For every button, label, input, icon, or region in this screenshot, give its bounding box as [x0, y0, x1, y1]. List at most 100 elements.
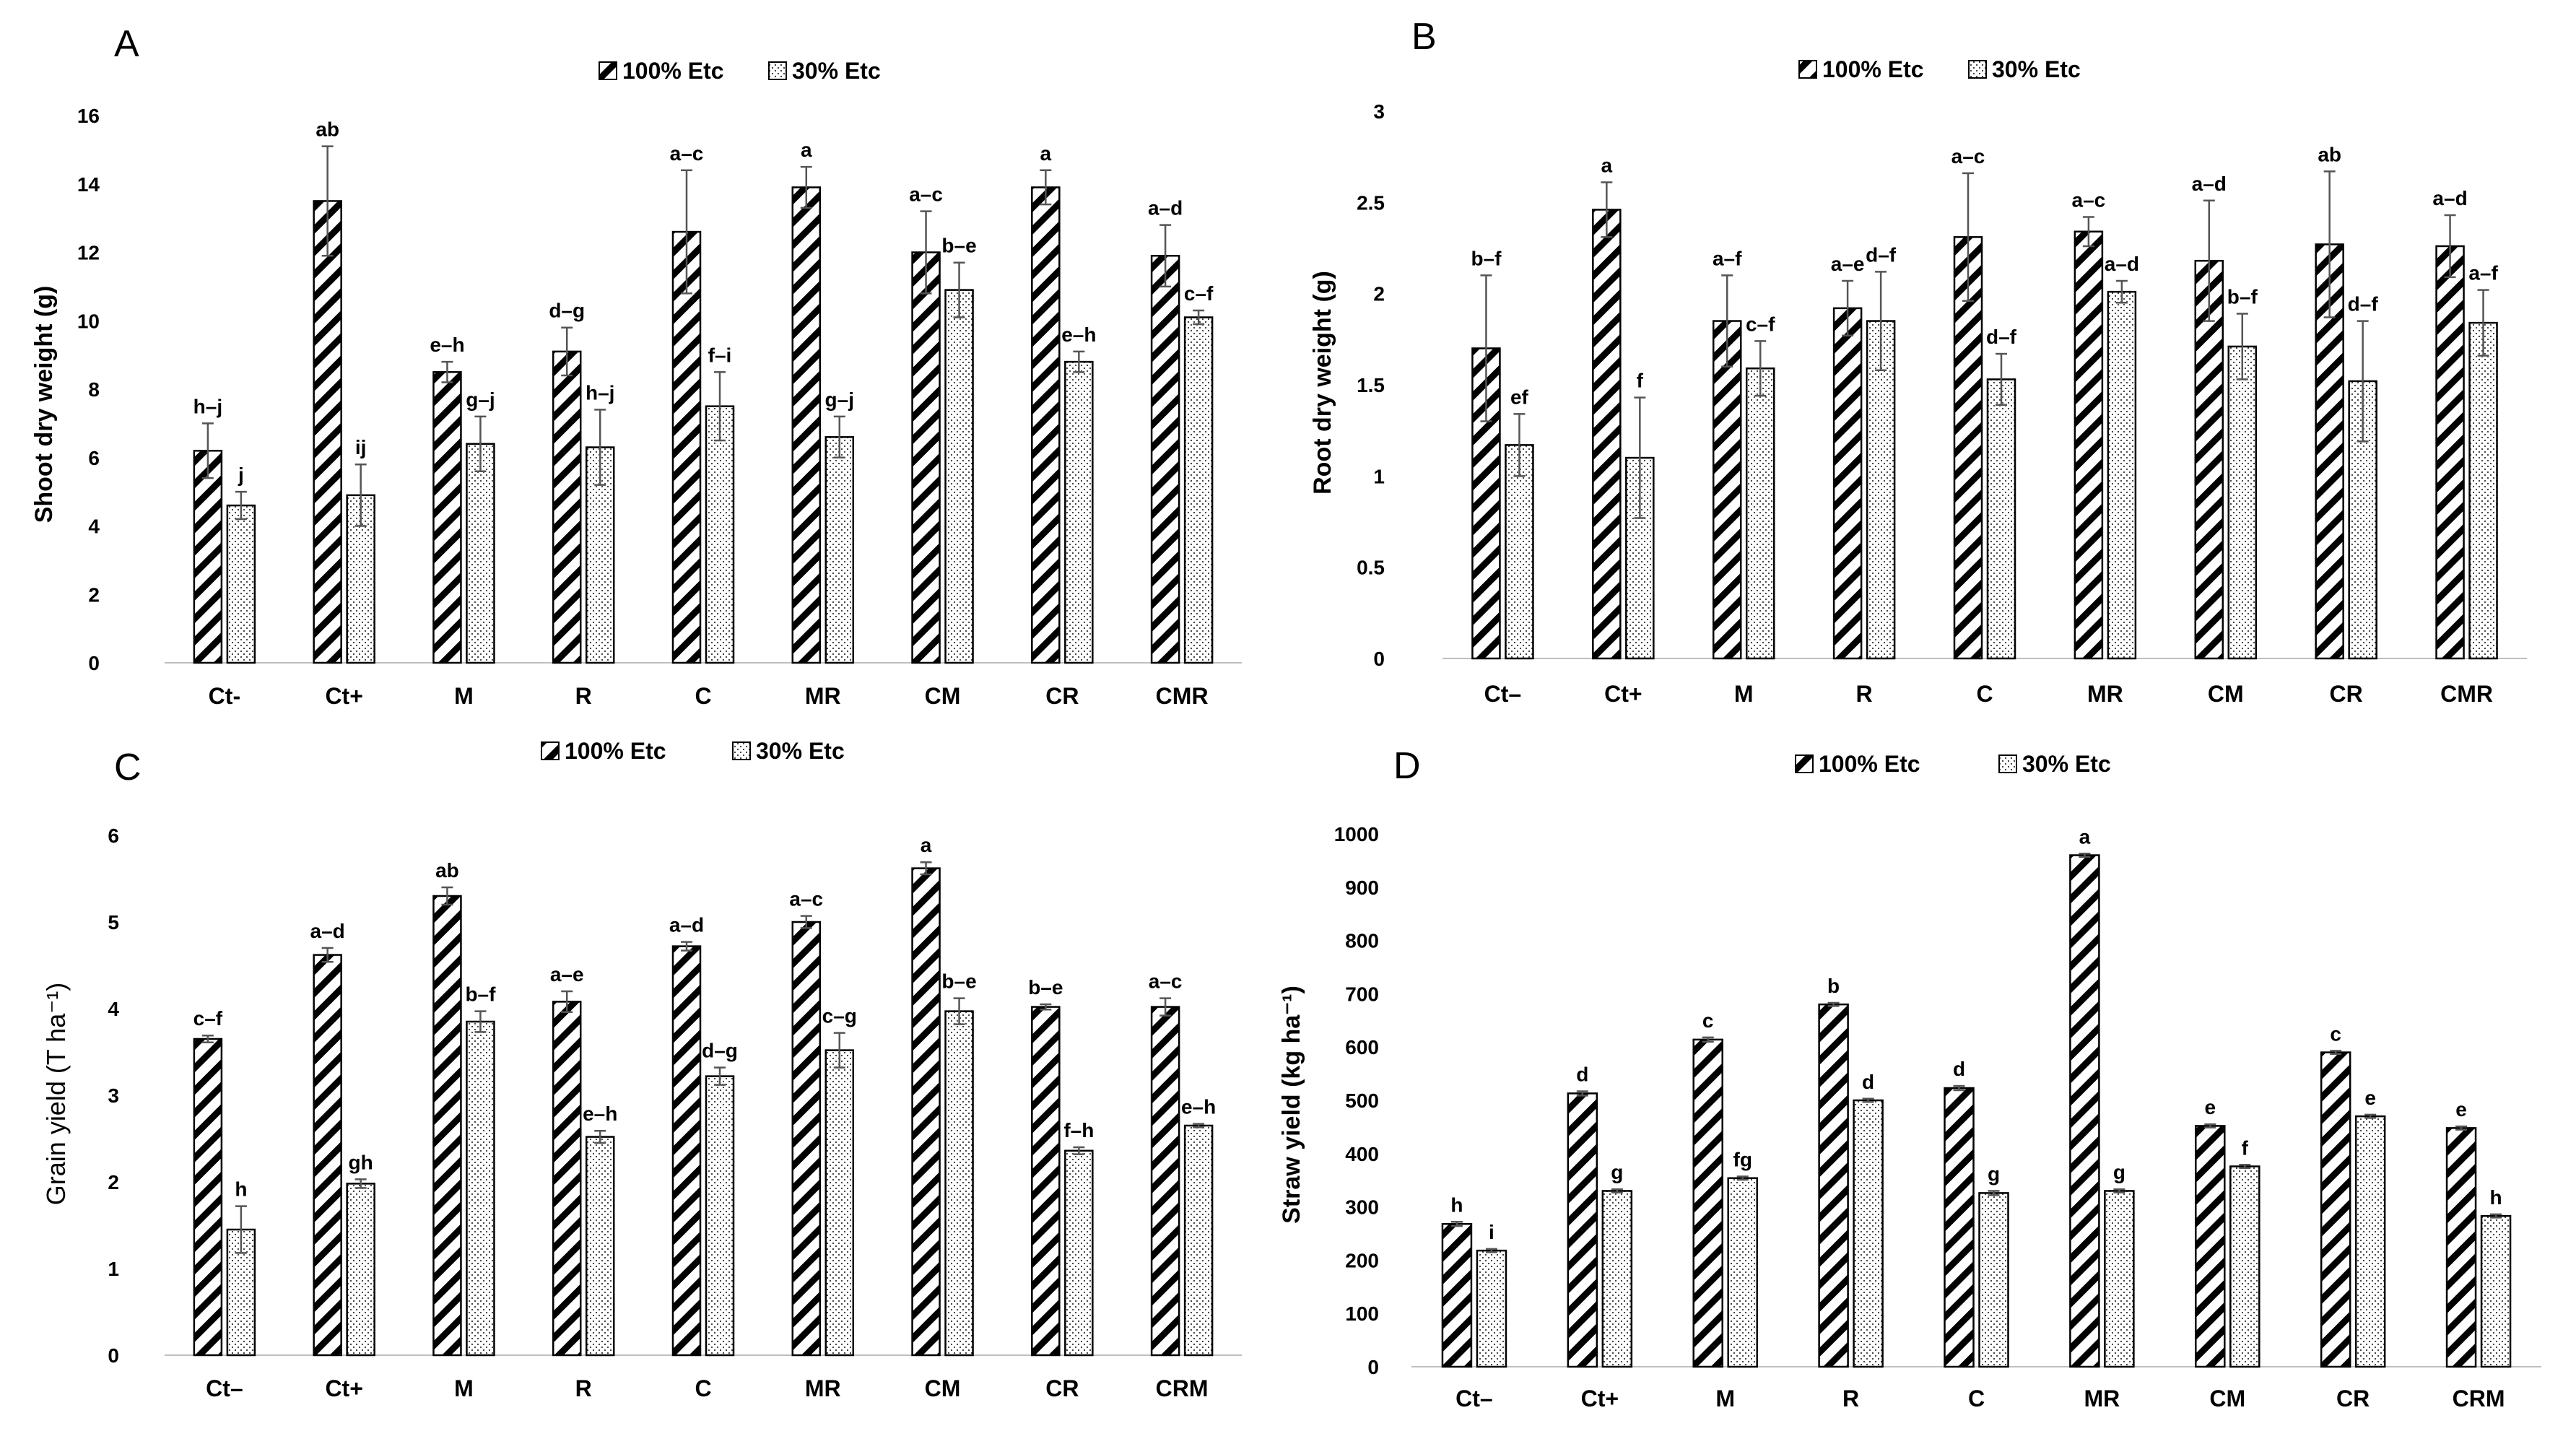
legend-entry: 30% Etc	[792, 58, 881, 84]
x-tick-label: CM	[2208, 681, 2244, 707]
x-tick-label: CR	[2330, 681, 2363, 707]
bar-low-etc	[1505, 444, 1534, 660]
y-tick-label: 3	[108, 1084, 119, 1107]
x-tick-label: CR	[1045, 683, 1079, 709]
x-tick-label: MR	[805, 683, 841, 709]
significance-label: a–f	[1713, 247, 1742, 269]
y-tick-label: 3	[1373, 100, 1385, 123]
legend-entry: 30% Etc	[756, 738, 845, 764]
significance-label: b–f	[1471, 247, 1502, 269]
y-tick-label: 1000	[1334, 823, 1379, 845]
y-tick-label: 14	[77, 173, 100, 196]
significance-label: f–h	[1063, 1119, 1094, 1141]
legend-swatch-hatch	[1795, 754, 1814, 773]
x-tick-label: CM	[2209, 1386, 2245, 1412]
x-tick-label: C	[695, 1375, 711, 1401]
panel-letter: C	[114, 747, 142, 788]
x-tick-label: CM	[925, 1375, 961, 1401]
x-tick-label: Ct–	[1455, 1386, 1493, 1412]
y-axis-label: Grain yield (T ha⁻¹)	[41, 983, 71, 1205]
bar-low-etc	[226, 504, 256, 664]
bar-full-etc	[313, 954, 342, 1357]
y-axis-label: Root dry weight (g)	[1309, 271, 1336, 495]
significance-label: e–h	[1181, 1096, 1216, 1118]
y-tick-label: 2	[88, 583, 100, 606]
bar-low-etc	[705, 1075, 735, 1357]
bar-low-etc	[2468, 321, 2498, 660]
bar-low-etc	[2229, 1165, 2260, 1368]
x-tick-label: M	[454, 1375, 474, 1401]
significance-label: e	[2204, 1096, 2216, 1118]
legend-swatch-dots	[732, 741, 751, 760]
bar-full-etc	[1832, 307, 1863, 660]
bar-low-etc	[1064, 1149, 1094, 1357]
x-tick-label: R	[575, 683, 592, 709]
significance-label: e–h	[1061, 323, 1096, 346]
legend: 100% Etc 30% Etc	[1798, 56, 2081, 82]
bar-full-etc	[2074, 230, 2104, 660]
bar-full-etc	[2195, 1125, 2226, 1368]
significance-label: a	[1040, 142, 1052, 165]
legend: 100% Etc 30% Etc	[541, 738, 845, 764]
significance-label: b	[1827, 975, 1840, 997]
bar-full-etc	[193, 450, 223, 664]
x-tick-label: Ct+	[1581, 1386, 1619, 1412]
bar-full-etc	[1031, 1006, 1061, 1357]
significance-label: j	[238, 464, 244, 486]
bar-full-etc	[1031, 186, 1061, 664]
bar-low-etc	[585, 1136, 615, 1357]
x-tick-label: CR	[1045, 1375, 1079, 1401]
significance-label: c–g	[822, 1005, 857, 1027]
significance-label: g	[2113, 1161, 2125, 1183]
y-tick-label: 100	[1345, 1302, 1379, 1325]
y-tick-label: 6	[108, 825, 119, 847]
bar-full-etc	[2194, 259, 2224, 660]
significance-label: e	[2455, 1098, 2467, 1121]
bar-low-etc	[1601, 1190, 1633, 1368]
significance-label: a	[2079, 825, 2091, 848]
x-tick-label: CR	[2336, 1386, 2370, 1412]
x-tick-label: Ct+	[1604, 681, 1642, 707]
bar-full-etc	[1953, 236, 1983, 660]
x-tick-label: MR	[2084, 1386, 2120, 1412]
significance-label: d–g	[702, 1040, 738, 1062]
y-tick-label: 8	[88, 378, 100, 401]
significance-label: fg	[1733, 1149, 1752, 1171]
significance-label: d–f	[1986, 326, 2017, 348]
significance-label: d–f	[2348, 293, 2379, 316]
significance-label: gh	[349, 1151, 373, 1173]
significance-label: g	[1988, 1162, 2000, 1185]
bar-low-etc	[944, 1010, 974, 1357]
bar-full-etc	[2445, 1127, 2477, 1368]
significance-label: ab	[2318, 143, 2341, 165]
legend: 100% Etc 30% Etc	[1795, 751, 2111, 777]
significance-label: a–c	[2072, 189, 2106, 212]
y-tick-label: 4	[108, 998, 119, 1020]
y-tick-label: 10	[77, 310, 100, 332]
y-tick-label: 12	[77, 242, 100, 264]
x-tick-label: Ct+	[325, 683, 362, 709]
y-tick-label: 500	[1345, 1089, 1379, 1112]
bar-full-etc	[1441, 1222, 1473, 1368]
legend-entry: 100% Etc	[1819, 751, 1920, 777]
significance-label: c	[1702, 1009, 1714, 1032]
significance-label: a–d	[2432, 187, 2467, 209]
significance-label: b–e	[1028, 976, 1063, 999]
legend-entry: 30% Etc	[2022, 751, 2111, 777]
significance-label: a–d	[310, 920, 345, 942]
significance-label: e–h	[430, 334, 464, 356]
significance-label: d–g	[549, 300, 585, 322]
bar-full-etc	[671, 230, 702, 664]
y-tick-label: 1	[1373, 465, 1385, 487]
y-tick-label: 300	[1345, 1196, 1379, 1219]
y-tick-label: 2	[1373, 283, 1385, 305]
significance-label: a–d	[669, 914, 704, 936]
significance-label: g–j	[466, 388, 495, 411]
bar-low-etc	[1476, 1249, 1507, 1368]
x-tick-label: MR	[2087, 681, 2123, 707]
x-tick-label: C	[1976, 681, 1993, 707]
bar-low-etc	[1978, 1192, 2009, 1368]
significance-label: e	[2364, 1087, 2376, 1109]
bar-full-etc	[432, 371, 462, 664]
